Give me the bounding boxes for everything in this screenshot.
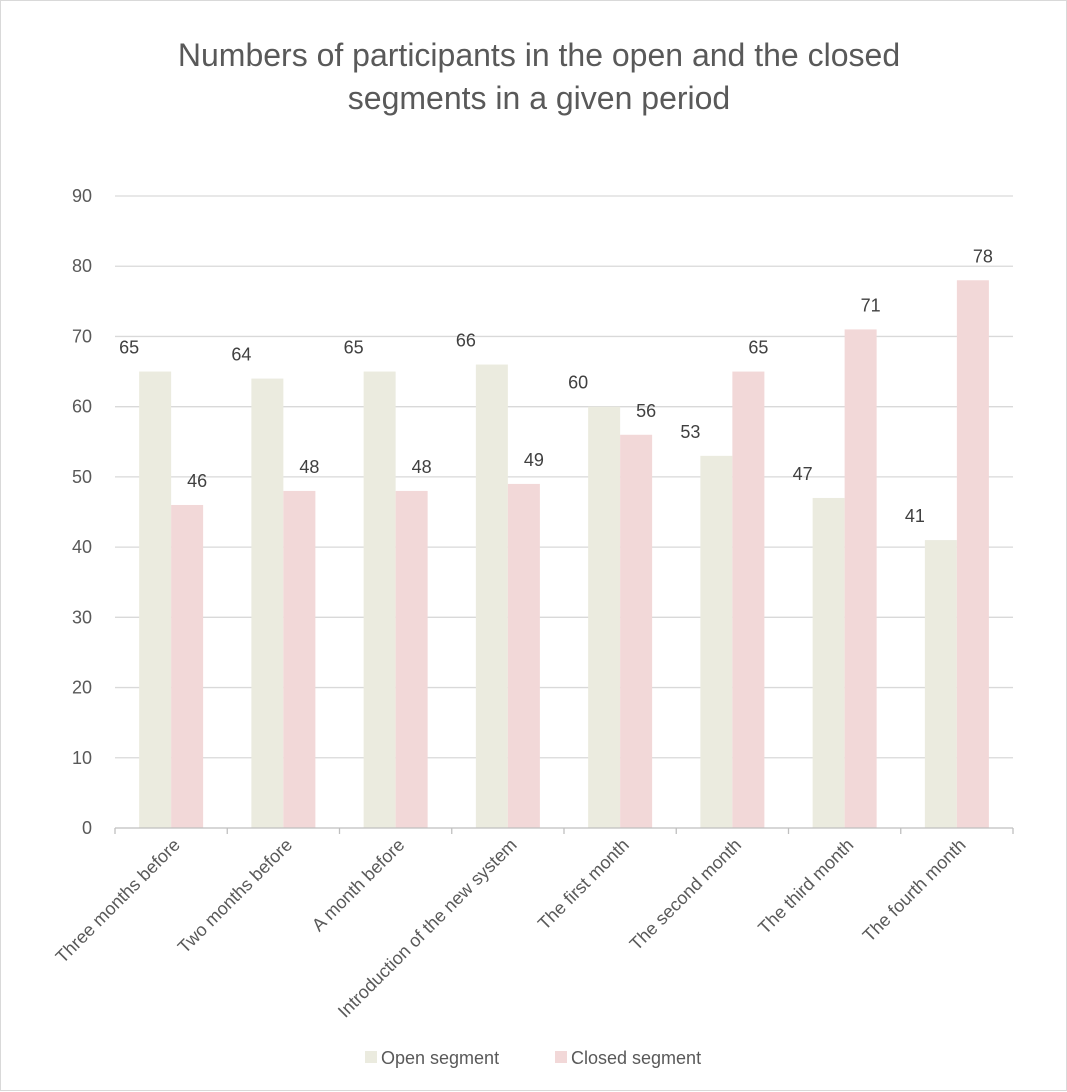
data-label: 56 [636,401,656,421]
bar-open [812,497,845,828]
data-label: 48 [412,457,432,477]
chart-title: Numbers of participants in the open and … [178,37,900,116]
data-label: 46 [187,471,207,491]
data-label: 48 [299,457,319,477]
bar-closed [732,371,765,828]
data-label: 60 [568,373,588,393]
legend-label-closed: Closed segment [571,1048,701,1068]
data-label: 65 [119,338,139,358]
x-tick-label: The fourth month [859,835,970,946]
chart-title-line-2: segments in a given period [348,80,730,116]
bar-closed [395,490,428,828]
x-tick-label: Introduction of the new system [334,835,521,1022]
bar-closed [507,483,540,828]
bar-closed [620,434,653,828]
x-tick-label: The second month [626,835,746,955]
x-tick-label: A month before [308,835,408,935]
y-tick-label: 50 [72,467,92,487]
bar-closed [844,329,877,828]
data-label: 64 [231,345,251,365]
bars [139,280,989,828]
bar-open [139,371,172,828]
y-tick-label: 30 [72,607,92,627]
bar-open [251,378,284,828]
y-tick-label: 70 [72,326,92,346]
y-tick-label: 60 [72,397,92,417]
y-tick-label: 90 [72,186,92,206]
x-tick-label: The first month [534,835,633,934]
bar-open [475,364,508,828]
data-label: 47 [793,464,813,484]
x-tick-label: The third month [754,835,857,938]
bar-open [363,371,396,828]
bar-open [588,406,621,828]
legend-swatch-closed [555,1051,567,1063]
bar-open [700,455,733,828]
y-tick-label: 20 [72,678,92,698]
data-label: 49 [524,450,544,470]
data-label: 78 [973,246,993,266]
y-tick-label: 80 [72,256,92,276]
data-label: 71 [861,295,881,315]
bar-closed [171,504,204,828]
y-tick-label: 40 [72,537,92,557]
y-tick-label: 0 [82,818,92,838]
chart-title-line-1: Numbers of participants in the open and … [178,37,900,73]
data-label: 65 [748,338,768,358]
data-labels: 65 46 64 48 65 48 66 49 60 56 53 65 47 71 41 78 [119,246,993,526]
legend: Open segment Closed segment [365,1048,701,1068]
y-axis: 0 10 20 30 40 50 60 70 80 90 [72,186,92,838]
legend-label-open: Open segment [381,1048,499,1068]
data-label: 53 [680,422,700,442]
bar-closed [283,490,316,828]
y-tick-label: 10 [72,748,92,768]
bar-open [924,540,957,828]
bar-closed [956,280,989,828]
x-tick-label: Three months before [52,835,184,967]
data-label: 41 [905,506,925,526]
data-label: 65 [344,338,364,358]
gridlines [115,195,1013,759]
data-label: 66 [456,331,476,351]
legend-swatch-open [365,1051,377,1063]
x-tick-label: Two months before [174,835,296,957]
